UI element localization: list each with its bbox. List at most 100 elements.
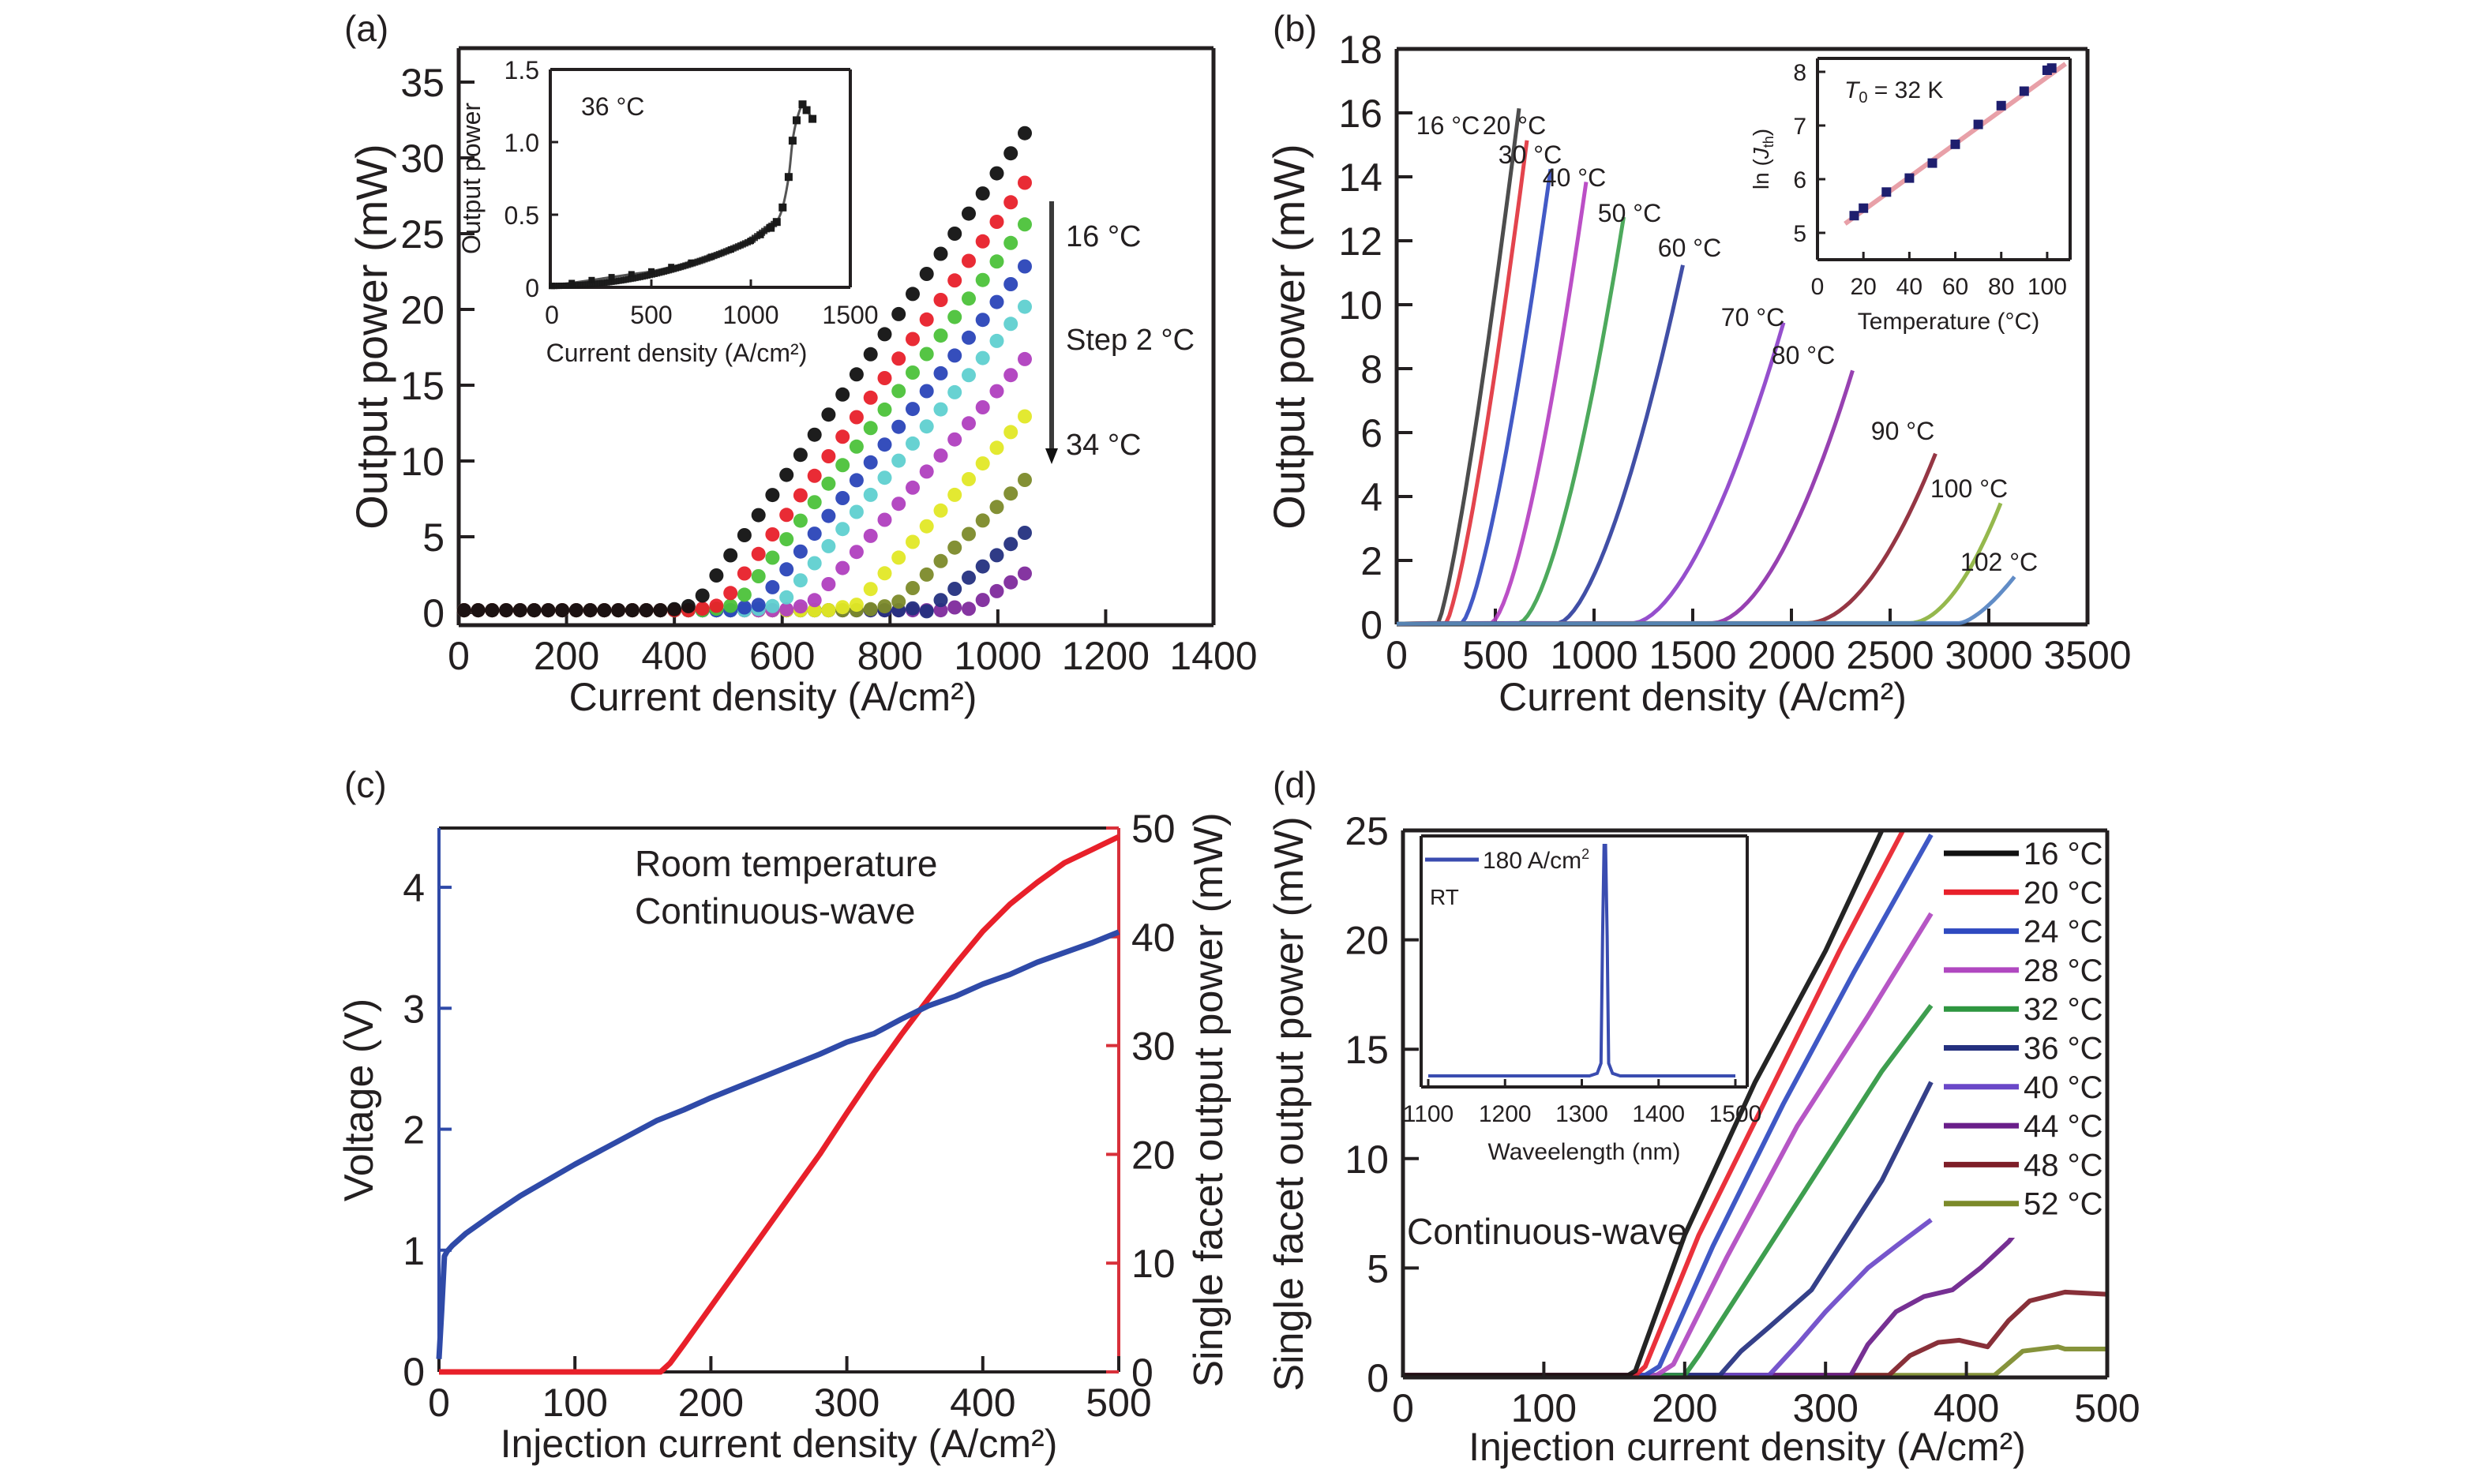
panel-a-data-point	[807, 527, 822, 542]
panel-a-data-point	[877, 437, 892, 452]
panel-a-data-point	[807, 427, 822, 442]
panel-b-inset-ytick-label: 5	[1793, 221, 1806, 247]
panel-a-data-point	[555, 603, 570, 618]
panel-b-series-line	[1396, 452, 1937, 626]
panel-a-data-point	[807, 603, 822, 618]
panel-a-inset-data-point	[773, 219, 780, 226]
panel-b-xtick-label: 0	[1386, 633, 1408, 677]
panel-a-data-point	[906, 287, 920, 302]
panel-d-legend-label: 20 °C	[2024, 875, 2103, 910]
panel-a-data-point	[667, 601, 682, 616]
panel-a-xtick-label: 800	[857, 634, 923, 678]
panel-b-y-axis-title: Output power (mW)	[1264, 144, 1314, 530]
panel-a-data-point	[1003, 195, 1018, 210]
panel-d-xtick-label: 100	[1511, 1386, 1577, 1430]
panel-d-ytick-label: 15	[1345, 1028, 1389, 1072]
panel-a-data-point	[906, 332, 920, 347]
panel-a-inset-x-axis-title: Current density (A/cm²)	[546, 339, 808, 367]
panel-a-data-point	[512, 603, 527, 618]
panel-d-inset-xtick-label: 1200	[1479, 1101, 1532, 1127]
panel-a-data-point	[1003, 146, 1018, 161]
panel-a-ytick-label: 0	[422, 591, 445, 635]
panel-b-curve-label: 40 °C	[1543, 163, 1606, 192]
panel-a-inset-data-point	[784, 173, 793, 182]
panel-a-data-point	[835, 491, 850, 505]
panel-a-data-point	[639, 603, 654, 618]
arrow-down-icon	[1045, 448, 1058, 464]
panel-a-data-point	[1018, 299, 1032, 314]
panel-d-xtick-label: 200	[1652, 1386, 1717, 1430]
panel-b-ytick-label: 2	[1360, 539, 1382, 583]
panel-a-data-point	[695, 601, 710, 616]
panel-b-inset-data-point	[1904, 173, 1915, 183]
panel-a-data-point	[906, 601, 920, 616]
panel-c-y2tick-label: 30	[1131, 1025, 1176, 1069]
panel-d-series-group	[1403, 830, 2107, 1377]
panel-b-ytick-label: 6	[1360, 411, 1382, 455]
panel-a-data-point	[1003, 235, 1018, 250]
panel-a-data-point	[933, 553, 948, 568]
panel-a-data-point	[849, 473, 864, 488]
panel-a-data-point	[1003, 537, 1018, 552]
panel-b-inset-data-point	[1927, 158, 1937, 168]
panel-a-data-point	[723, 586, 738, 601]
panel-b-inset-label: T0 = 32 K	[1844, 77, 1943, 107]
panel-b-xtick-label: 1500	[1649, 633, 1736, 677]
panel-a-data-point	[877, 599, 892, 614]
panel-b-ytick-label: 14	[1338, 156, 1382, 200]
panel-b-ytick-label: 12	[1338, 219, 1382, 264]
panel-d-legend-label: 48 °C	[2024, 1148, 2103, 1182]
panel-a-data-point	[835, 560, 850, 575]
panel-a-data-point	[779, 562, 794, 577]
panel-a-data-point	[821, 577, 836, 591]
panel-a-data-point	[919, 464, 934, 479]
panel-a-inset-xtick-label: 1500	[822, 301, 878, 329]
panel-b-inset-data-point	[1973, 119, 1983, 129]
panel-a-data-point	[681, 598, 696, 613]
panel-a-data-point	[779, 590, 794, 605]
panel-d-series-line	[1403, 834, 1934, 1377]
panel-a-inset-ytick-label: 0	[525, 274, 539, 302]
panel-b-ytick-label: 18	[1338, 28, 1382, 72]
panel-a-data-point	[933, 365, 948, 380]
panel-a-data-point	[989, 254, 1004, 269]
panel-a-data-point	[919, 604, 934, 619]
panel-c-chart: 0 100 200 300 400 5000123401020304050Injectio…	[336, 807, 1232, 1466]
panel-a-data-point	[947, 432, 962, 447]
panel-a-inset-xtick-label: 1000	[722, 301, 778, 329]
panel-a-data-point	[456, 603, 471, 618]
panel-a-data-point	[919, 419, 934, 434]
panel-a-data-point	[835, 429, 850, 444]
panel-a-data-point	[835, 387, 850, 402]
panel-b-ytick-label: 0	[1360, 603, 1382, 647]
panel-a-data-point	[583, 603, 598, 618]
panel-c-y2tick-label: 20	[1131, 1133, 1176, 1177]
panel-a-data-point	[947, 348, 962, 363]
panel-a-data-point	[765, 550, 780, 565]
panel-a-data-point	[962, 472, 976, 486]
panel-c-ytick-label: 3	[403, 987, 425, 1031]
panel-a-inset-data-point	[788, 137, 797, 145]
panel-a-data-point	[849, 504, 864, 519]
panel-a-data-point	[989, 333, 1004, 348]
panel-c-xtick-label: 500	[1086, 1381, 1151, 1425]
panel-a-data-point	[1018, 259, 1032, 274]
panel-a-data-point	[821, 538, 836, 553]
panel-a-data-point	[906, 534, 920, 549]
panel-b-inset-data-point	[2046, 63, 2057, 73]
panel-a-inset-xtick-label: 0	[545, 301, 559, 329]
panel-c-xtick-label: 400	[950, 1381, 1015, 1425]
panel-a-xtick-label: 1000	[954, 634, 1041, 678]
panel-d-legend-label: 44 °C	[2024, 1109, 2103, 1144]
panel-a-data-point	[1003, 317, 1018, 332]
panel-a-data-point	[821, 476, 836, 491]
panel-a-data-point	[793, 513, 808, 528]
panel-d-series-line	[1403, 1223, 2025, 1377]
panel-d-inset-xtick-label: 1400	[1632, 1101, 1685, 1127]
panel-a-data-point	[933, 448, 948, 463]
panel-a-data-point	[751, 598, 766, 613]
panel-b-x-axis-title: Current density (A/cm²)	[1499, 675, 1907, 719]
panel-a-data-point	[962, 291, 976, 306]
panel-a-data-point	[989, 500, 1004, 515]
panel-d-xtick-label: 500	[2074, 1386, 2140, 1430]
